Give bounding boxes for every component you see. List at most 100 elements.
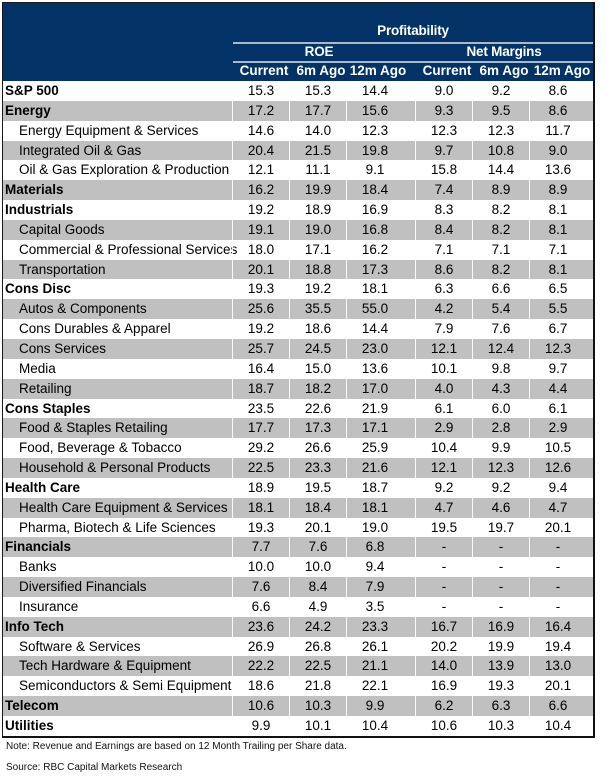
cell-value: 7.6 xyxy=(472,319,529,339)
cell-value: 18.8 xyxy=(289,259,346,280)
cell-value: 23.3 xyxy=(346,616,403,637)
table-row: Tech Hardware & Equipment 22.2 22.5 21.1 14.… xyxy=(3,656,593,677)
cell-value: 12.3 xyxy=(415,120,472,141)
cell-value: 25.6 xyxy=(232,299,289,320)
cell-value: 10.0 xyxy=(289,557,346,578)
cell-value: 10.6 xyxy=(415,716,472,736)
header-divider xyxy=(233,61,593,63)
table-row: Banks 10.0 10.0 9.4- - - xyxy=(3,557,593,578)
cell-value: 9.8 xyxy=(472,358,529,379)
row-label: Transportation xyxy=(19,261,106,277)
table-row: Semiconductors & Semi Equipment 18.6 21.8 2… xyxy=(3,676,593,697)
cell-value: 8.9 xyxy=(529,180,586,201)
cell-value: 21.6 xyxy=(346,458,403,478)
cell-value: 19.2 xyxy=(232,319,289,339)
cell-value: 19.2 xyxy=(232,200,289,220)
cell-value: 16.9 xyxy=(472,616,529,637)
cell-value: 20.2 xyxy=(415,636,472,657)
table-body: S&P 500 15.3 15.3 14.4 9.0 9.2 8.6 Energy 17.2 17… xyxy=(3,81,593,736)
cell-value: - xyxy=(529,537,586,558)
table-row: Transportation 20.1 18.8 17.3 8.6 8.2 8.1 xyxy=(3,259,593,280)
cell-value: 22.1 xyxy=(346,676,403,697)
table-row: Energy 17.2 17.7 15.6 9.3 9.5 8.6 xyxy=(3,100,593,121)
cell-value: 10.4 xyxy=(346,716,403,736)
cell-value: 6.5 xyxy=(529,279,586,300)
cell-value: 17.7 xyxy=(232,418,289,439)
cell-value: 9.7 xyxy=(529,358,586,379)
col-nm-current: Current xyxy=(422,63,472,78)
cell-value: 8.1 xyxy=(529,219,586,240)
cell-value: 19.9 xyxy=(472,636,529,657)
cell-value: 12.4 xyxy=(472,338,529,359)
cell-value: 3.5 xyxy=(346,596,403,617)
cell-value: 6.3 xyxy=(472,696,529,716)
table-row: Pharma, Biotech & Life Sciences 19.3 20.1 1… xyxy=(3,517,593,538)
cell-value: 5.5 xyxy=(529,299,586,320)
cell-value: 8.2 xyxy=(472,200,529,220)
cell-value: 8.4 xyxy=(289,577,346,597)
cell-value: 7.1 xyxy=(415,239,472,260)
row-label: Tech Hardware & Equipment xyxy=(19,658,191,674)
cell-value: 18.9 xyxy=(232,477,289,498)
cell-value: 19.3 xyxy=(232,279,289,300)
cell-value: 9.0 xyxy=(529,140,586,161)
cell-value: 4.7 xyxy=(415,497,472,518)
cell-value: 16.9 xyxy=(346,200,403,220)
cell-value: 20.1 xyxy=(232,259,289,280)
col-roe-current: Current xyxy=(239,63,289,78)
table-row: Food & Staples Retailing 17.7 17.3 17.1 2.9 2… xyxy=(3,418,593,439)
cell-value: 25.7 xyxy=(232,338,289,359)
cell-value: 17.1 xyxy=(289,239,346,260)
cell-value: 6.2 xyxy=(415,696,472,716)
cell-value: 8.2 xyxy=(472,259,529,280)
cell-value: 5.4 xyxy=(472,299,529,320)
table-row: Telecom 10.6 10.3 9.9 6.2 6.3 6.6 xyxy=(3,696,593,716)
row-label: Pharma, Biotech & Life Sciences xyxy=(19,519,216,535)
col-nm-6m: 6m Ago xyxy=(479,63,529,78)
cell-value: 13.9 xyxy=(472,656,529,677)
cell-value: 8.1 xyxy=(529,200,586,220)
cell-value: 7.9 xyxy=(346,577,403,597)
cell-value: 19.1 xyxy=(232,219,289,240)
cell-value: 15.0 xyxy=(289,358,346,379)
cell-value: 16.9 xyxy=(415,676,472,697)
row-label: Integrated Oil & Gas xyxy=(19,142,142,158)
cell-value: 18.9 xyxy=(289,200,346,220)
row-label: Diversified Financials xyxy=(19,579,147,595)
cell-value: 4.0 xyxy=(415,378,472,399)
table-row: Health Care Equipment & Services 18.1 18.4… xyxy=(3,497,593,518)
cell-value: 19.4 xyxy=(529,636,586,657)
cell-value: 15.8 xyxy=(415,160,472,181)
cell-value: 8.2 xyxy=(472,219,529,240)
cell-value: - xyxy=(529,557,586,578)
row-label: Retailing xyxy=(19,380,72,396)
table-row: Media 16.4 15.0 13.6 10.1 9.8 9.7 xyxy=(3,358,593,379)
cell-value: 17.0 xyxy=(346,378,403,399)
cell-value: 35.5 xyxy=(289,299,346,320)
table-row: Health Care 18.9 19.5 18.7 9.2 9.2 9.4 xyxy=(3,477,593,498)
cell-value: 10.1 xyxy=(289,716,346,736)
cell-value: 22.2 xyxy=(232,656,289,677)
cell-value: - xyxy=(415,537,472,558)
table-row: Diversified Financials 7.6 8.4 7.9- - - xyxy=(3,577,593,597)
cell-value: 6.8 xyxy=(346,537,403,558)
cell-value: 10.8 xyxy=(472,140,529,161)
cell-value: 19.8 xyxy=(346,140,403,161)
cell-value: - xyxy=(472,557,529,578)
cell-value: 9.2 xyxy=(472,81,529,101)
cell-value: - xyxy=(529,577,586,597)
cell-value: 9.1 xyxy=(346,160,403,181)
cell-value: 7.4 xyxy=(415,180,472,201)
cell-value: 18.4 xyxy=(289,497,346,518)
cell-value: 29.2 xyxy=(232,438,289,459)
cell-value: 17.3 xyxy=(346,259,403,280)
cell-value: 19.3 xyxy=(232,517,289,538)
row-label: Cons Durables & Apparel xyxy=(19,321,171,337)
cell-value: 10.4 xyxy=(529,716,586,736)
cell-value: 16.7 xyxy=(415,616,472,637)
table-row: Materials 16.2 19.9 18.4 7.4 8.9 8.9 xyxy=(3,180,593,201)
cell-value: 23.0 xyxy=(346,338,403,359)
cell-value: 10.0 xyxy=(232,557,289,578)
cell-value: - xyxy=(472,577,529,597)
cell-value: 11.7 xyxy=(529,120,586,141)
